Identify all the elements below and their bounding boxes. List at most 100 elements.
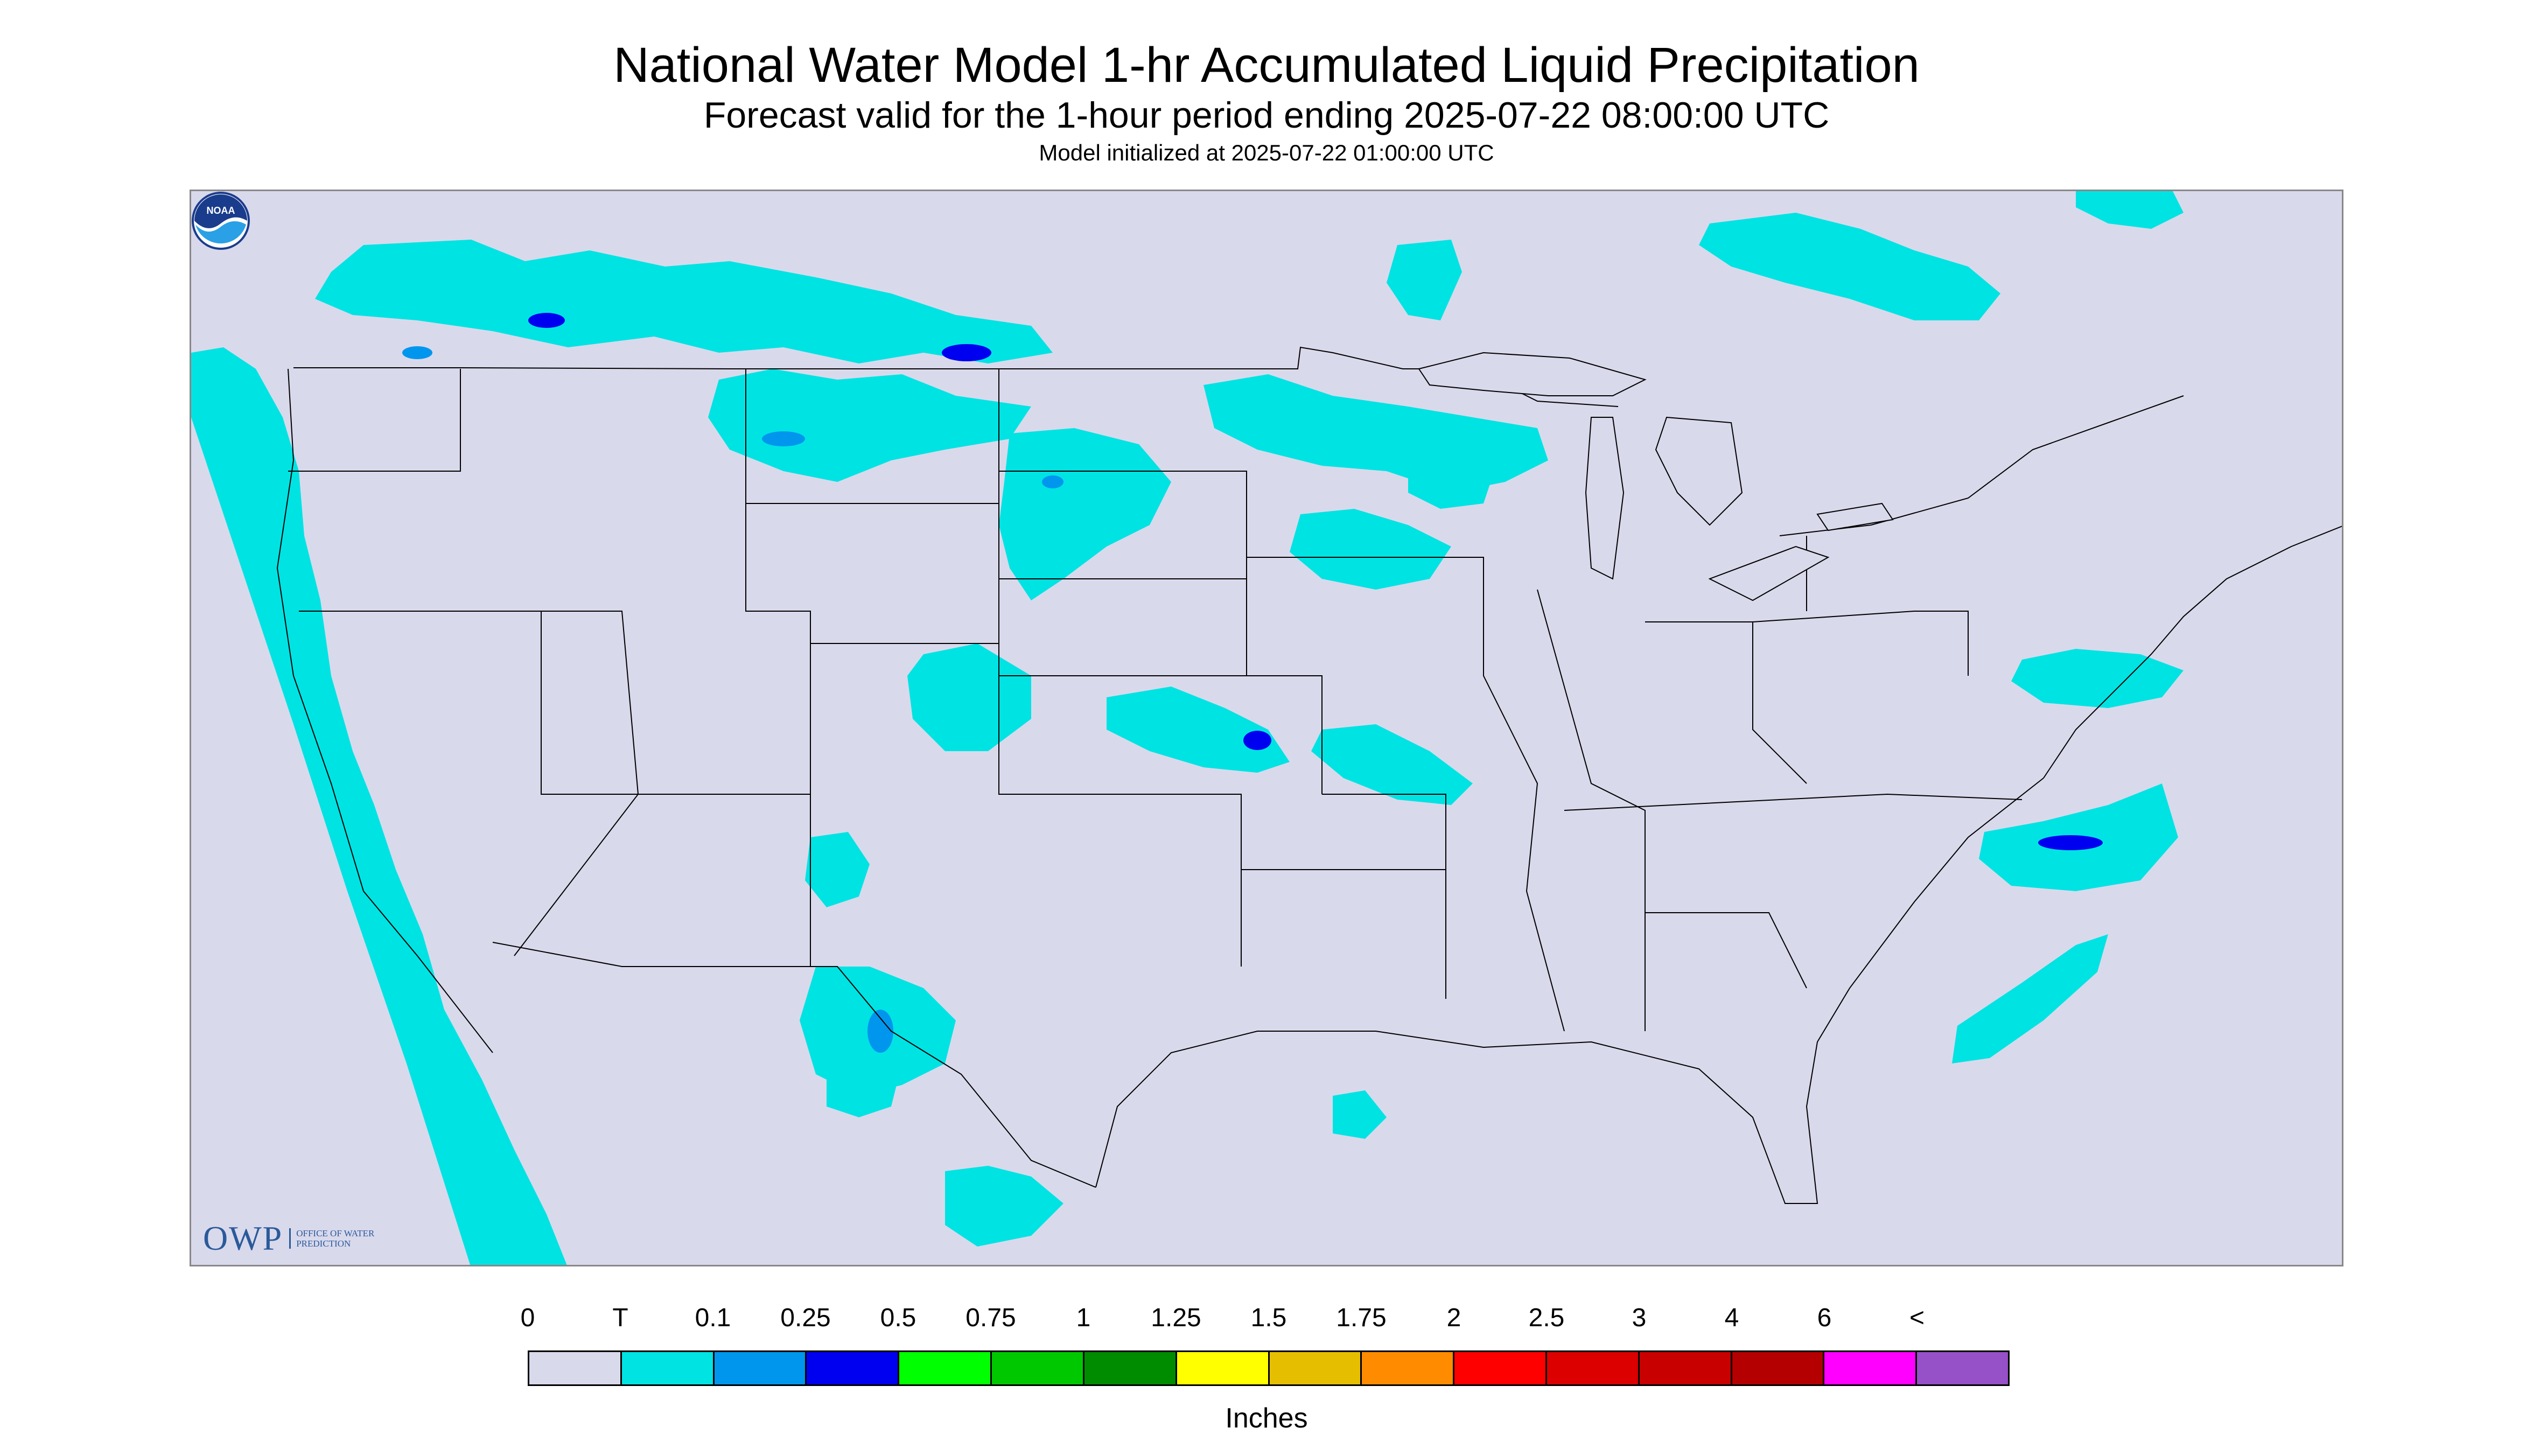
- state-boundary: [1752, 611, 1969, 676]
- state-boundary: [1247, 557, 1565, 1032]
- forecast-valid-line: Forecast valid for the 1-hour period end…: [703, 95, 1830, 136]
- heavy-precip-spot: [402, 346, 432, 359]
- legend-swatch: [899, 1352, 992, 1384]
- lake-erie: [1708, 545, 1830, 601]
- precip-area-iowa: [1290, 509, 1451, 590]
- legend-tick-label: 2: [1446, 1304, 1461, 1332]
- precip-area-missouri: [1311, 724, 1473, 805]
- precip-area-colorado: [907, 643, 1031, 751]
- great-lakes: [1418, 352, 1894, 601]
- state-boundary: [745, 369, 811, 967]
- legend-swatch: [529, 1352, 622, 1384]
- precip-area-kansas: [1107, 687, 1290, 773]
- legend-swatch: [1547, 1352, 1640, 1384]
- us-mexico-border: [492, 942, 1096, 1188]
- color-legend: 0 T 0.1 0.25 0.5 0.75 1 1.25 1.5 1.75 2 2.5 3 4 6 < Inc…: [0, 1292, 2533, 1454]
- precip-area-mexico-north: [827, 1053, 902, 1117]
- state-boundary: [1241, 869, 1446, 999]
- legend-swatch: [1084, 1352, 1177, 1384]
- legend-tick-label: 1.5: [1250, 1304, 1287, 1332]
- precip-area-pacific: [191, 347, 567, 1265]
- precip-area-quebec: [1699, 213, 2000, 320]
- legend-swatch: [1362, 1352, 1455, 1384]
- state-boundary: [299, 611, 639, 956]
- legend-swatch: [1269, 1352, 1362, 1384]
- legend-tick-label: T: [612, 1304, 628, 1332]
- legend-swatch: [1177, 1352, 1270, 1384]
- state-boundary: [1537, 589, 1646, 1031]
- heavy-precip-spot: [762, 431, 805, 446]
- noaa-logo-icon: NOAA: [192, 192, 250, 250]
- precip-area-dakotas: [999, 428, 1171, 600]
- heavy-precip-spot: [2038, 835, 2103, 850]
- precip-area-northwest: [315, 240, 1053, 363]
- east-coast-line: [2043, 526, 2342, 779]
- state-boundary: [1645, 912, 1807, 989]
- state-boundary: [1645, 621, 1807, 784]
- legend-tick-label: 1.75: [1336, 1304, 1387, 1332]
- boundaries-layer: [276, 346, 2342, 1204]
- heavy-precipitation-layer: [402, 313, 2103, 1053]
- precip-area-atlantic-south: [1952, 934, 2108, 1063]
- legend-tick-label: 0: [520, 1304, 535, 1332]
- state-boundary: [1322, 794, 1446, 870]
- legend-swatch: [1917, 1352, 2008, 1384]
- precipitation-layer: [191, 191, 2184, 1265]
- owp-logo-letters: OWP: [203, 1219, 283, 1257]
- precip-area-quebec-top: [2076, 191, 2184, 229]
- legend-swatch: [1639, 1352, 1732, 1384]
- state-boundary: [998, 369, 1242, 967]
- owp-logo-subtitle: OFFICE OF WATER PREDICTION: [289, 1228, 377, 1249]
- legend-tick-label: 1.25: [1151, 1304, 1201, 1332]
- legend-tick-label: 4: [1724, 1304, 1739, 1332]
- legend-tick-label: <: [1909, 1304, 1925, 1332]
- state-boundary: [1564, 793, 2023, 811]
- legend-tick-label: 3: [1632, 1304, 1647, 1332]
- legend-tick-label: 0.1: [695, 1304, 731, 1332]
- legend-tick-label: 1: [1076, 1304, 1091, 1332]
- precip-area-atlantic-north: [2011, 649, 2184, 708]
- owp-logo: OWP OFFICE OF WATER PREDICTION: [203, 1217, 377, 1260]
- legend-swatch: [1454, 1352, 1547, 1384]
- lake-huron: [1655, 416, 1743, 526]
- legend-tick-label: 0.25: [780, 1304, 831, 1332]
- legend-swatch: [992, 1352, 1084, 1384]
- legend-colorbar: [528, 1350, 2010, 1386]
- precip-area-montana: [708, 369, 1031, 482]
- us-east-canada-border: [1779, 395, 2184, 536]
- noaa-logo-upper: [194, 194, 247, 228]
- legend-tick-label: 2.5: [1528, 1304, 1565, 1332]
- legend-tick-label: 0.5: [880, 1304, 916, 1332]
- heavy-precip-spot: [867, 1010, 893, 1053]
- heavy-precip-spot: [528, 313, 565, 328]
- legend-tick-label: 6: [1817, 1304, 1832, 1332]
- legend-swatch: [714, 1352, 807, 1384]
- heavy-precip-spot: [942, 344, 991, 361]
- precip-area-great-lakes-north: [1387, 240, 1462, 320]
- noaa-logo-wave: [195, 221, 246, 244]
- heavy-precip-spot: [1042, 475, 1063, 488]
- map-canvas: [191, 191, 2342, 1265]
- page-title: National Water Model 1-hr Accumulated Li…: [613, 38, 1920, 93]
- state-boundary: [746, 503, 999, 644]
- legend-units: Inches: [1225, 1403, 1308, 1434]
- legend-swatch: [1732, 1352, 1825, 1384]
- legend-swatch: [1824, 1352, 1918, 1384]
- legend-tick-label: 0.75: [965, 1304, 1016, 1332]
- noaa-logo-text: NOAA: [207, 205, 235, 216]
- model-init-line: Model initialized at 2025-07-22 01:00:00…: [1039, 140, 1494, 165]
- precipitation-map[interactable]: OWP OFFICE OF WATER PREDICTION NOAA: [190, 190, 2343, 1266]
- legend-swatch: [807, 1352, 900, 1384]
- precip-area-mexico-south: [945, 1166, 1063, 1247]
- west-coast-line: [276, 368, 493, 1053]
- lake-ontario: [1816, 502, 1894, 531]
- heavy-precip-spot: [1243, 731, 1271, 750]
- precip-area-gulf: [1333, 1090, 1387, 1139]
- state-boundary: [288, 369, 461, 472]
- gulf-coast-line: [1095, 778, 2044, 1204]
- lake-superior: [1418, 352, 1647, 396]
- precip-area-wisconsin: [1408, 444, 1494, 509]
- lake-michigan: [1585, 417, 1625, 580]
- state-boundary: [541, 611, 811, 967]
- legend-swatch: [621, 1352, 715, 1384]
